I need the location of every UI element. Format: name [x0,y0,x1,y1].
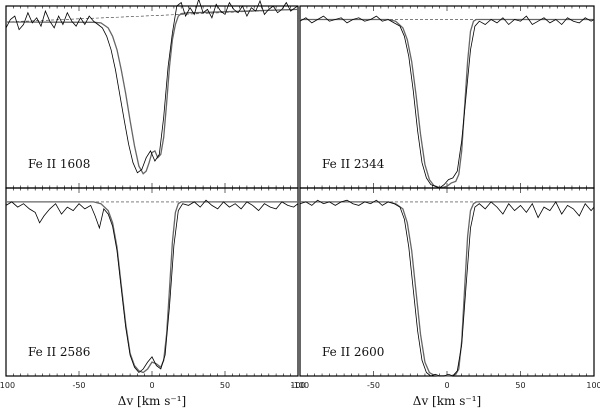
x-tick-label: -50 [72,381,85,390]
observed-spectrum [299,15,595,189]
panel-0: Fe II 1608 [5,0,299,189]
model-profile [5,8,299,175]
panel-3: Fe II 2600 [299,187,595,377]
x-tick-label: 100 [586,381,600,390]
x-tick-label: 0 [444,381,449,390]
x-tick-label: 0 [149,381,154,390]
x-tick-label: 50 [515,381,525,390]
panel-label: Fe II 2600 [322,345,384,359]
panel-label: Fe II 2344 [322,157,385,171]
x-tick-label: -100 [291,381,309,390]
observed-spectrum [5,199,299,374]
x-tick-label: 50 [220,381,230,390]
continuum-line [5,9,299,23]
observed-spectrum [299,199,595,377]
panel-label: Fe II 1608 [28,157,90,171]
x-axis-title: Δv [km s⁻¹] [118,394,186,408]
observed-spectrum [5,0,299,174]
x-tick-label: -100 [0,381,15,390]
panel-1: Fe II 2344 [299,5,595,189]
model-profile [6,201,298,374]
x-tick-label: -50 [367,381,380,390]
x-axis-title: Δv [km s⁻¹] [413,394,481,408]
panel-2: Fe II 2586 [5,187,299,377]
x-tick-label: 100 [290,381,305,390]
panel-label: Fe II 2586 [28,345,90,359]
